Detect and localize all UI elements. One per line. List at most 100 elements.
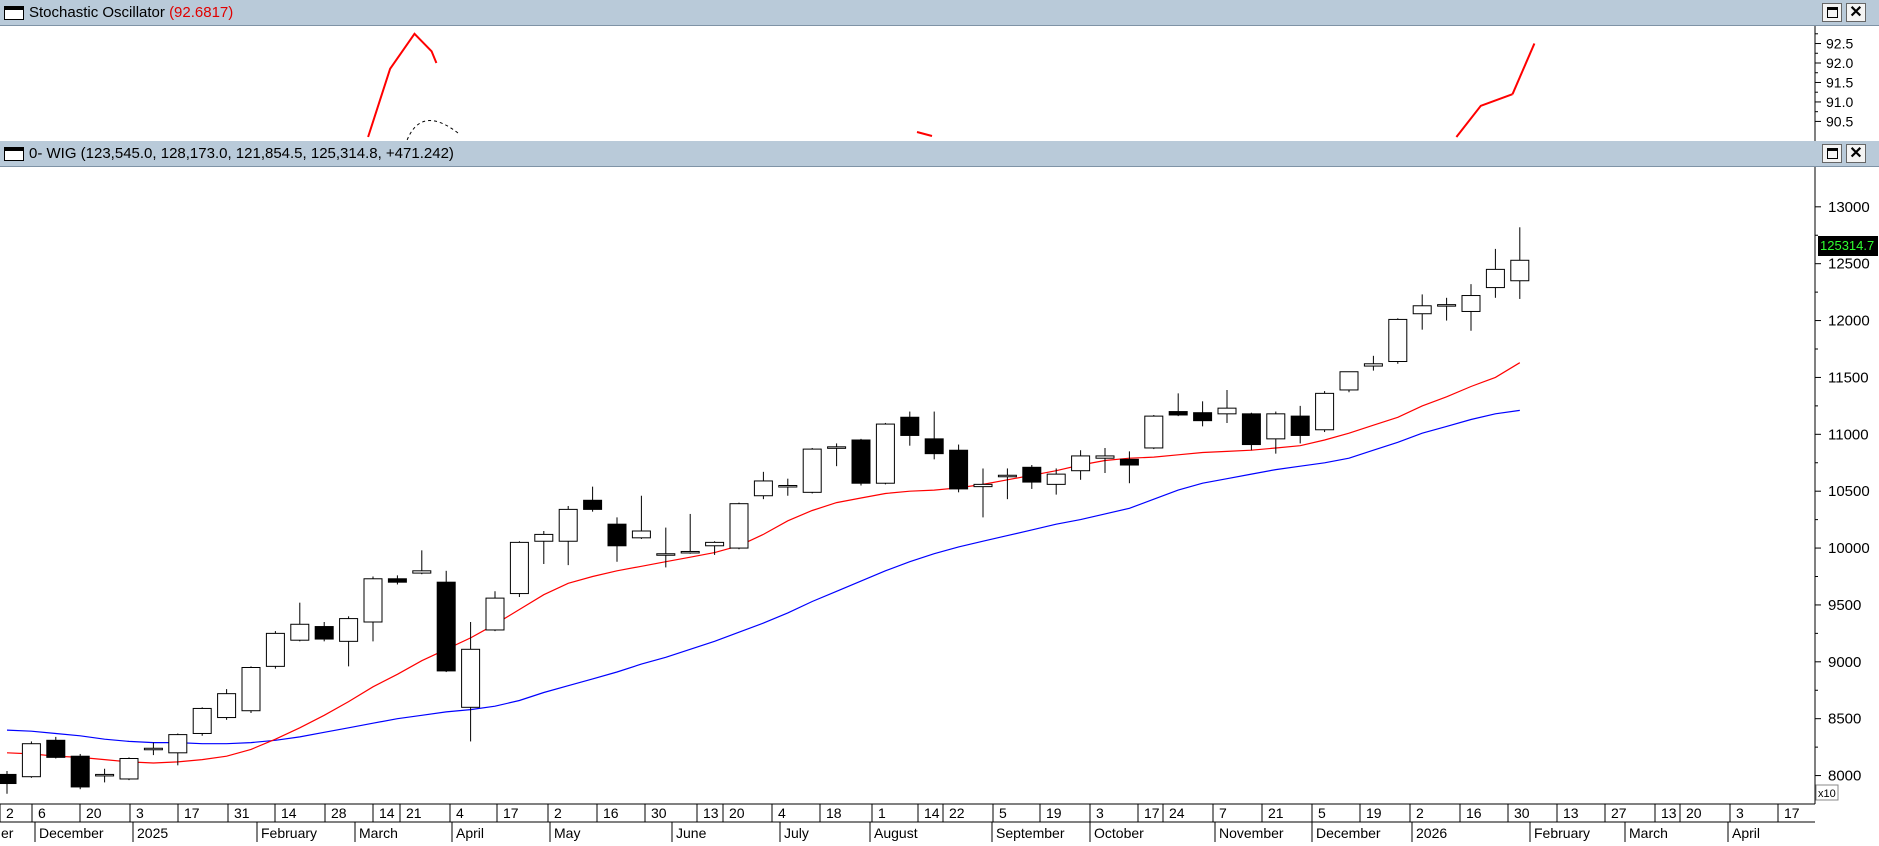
- close-icon[interactable]: ✕: [1846, 3, 1866, 22]
- candle-body: [949, 449, 969, 490]
- candle-body: [778, 485, 798, 488]
- candle-body: [802, 448, 822, 493]
- candle-body: [1290, 415, 1310, 436]
- candle: [1510, 227, 1530, 299]
- candle: [436, 570, 456, 673]
- candle: [314, 622, 334, 642]
- candle: [851, 438, 871, 486]
- candle: [509, 541, 529, 597]
- candle: [95, 768, 115, 783]
- candle: [363, 576, 383, 642]
- candle-body: [265, 632, 285, 667]
- maximize-icon[interactable]: [1822, 144, 1842, 163]
- x-day-label: 17: [1144, 805, 1160, 821]
- x-day-label: 19: [1366, 805, 1382, 821]
- price-tick-label: 10500: [1828, 483, 1870, 500]
- x-month-label: February: [1534, 825, 1590, 841]
- price-panel-title: 0- WIG (123,545.0, 128,173.0, 121,854.5,…: [29, 145, 454, 162]
- x-day-label: 2: [6, 805, 14, 821]
- price-tick-label: 11000: [1828, 426, 1869, 443]
- close-icon[interactable]: ✕: [1846, 144, 1866, 163]
- candle: [656, 527, 676, 568]
- x-day-label: 13: [1563, 805, 1579, 821]
- stochastic-tick-label: 92.0: [1826, 55, 1853, 71]
- x-day-label: 2: [554, 805, 562, 821]
- candle-body: [924, 438, 944, 455]
- x-day-label: 14: [281, 805, 297, 821]
- candle: [70, 753, 90, 790]
- candle-body: [168, 734, 188, 754]
- price-tick-label: 10000: [1828, 540, 1870, 557]
- candle: [46, 736, 66, 759]
- candle-body: [1266, 413, 1286, 440]
- candle: [119, 757, 139, 781]
- candle-body: [1339, 371, 1359, 391]
- x-day-label: 4: [778, 805, 786, 821]
- candle: [1485, 248, 1505, 298]
- stochastic-panel-titlebar[interactable]: Stochastic Oscillator (92.6817) ✕: [0, 0, 1879, 26]
- stochastic-tick-label: 91.5: [1826, 74, 1853, 90]
- candle-body: [412, 570, 432, 574]
- x-day-label: 27: [1611, 805, 1627, 821]
- price-tick-label: 9500: [1828, 597, 1861, 614]
- candle: [1388, 318, 1408, 364]
- candle: [265, 631, 285, 669]
- x-day-label: 17: [184, 805, 200, 821]
- candle: [534, 531, 554, 564]
- candle: [1119, 451, 1139, 484]
- price-panel-titlebar[interactable]: 0- WIG (123,545.0, 128,173.0, 121,854.5,…: [0, 141, 1879, 167]
- candle: [949, 444, 969, 493]
- candle: [1046, 468, 1066, 495]
- candle-body: [827, 446, 847, 449]
- stochastic-line: [367, 32, 438, 138]
- x-day-label: 17: [503, 805, 519, 821]
- candle: [1241, 412, 1261, 451]
- x-day-label: 16: [1466, 805, 1482, 821]
- x-day-label: 22: [949, 805, 965, 821]
- x-month-label: March: [1629, 825, 1668, 841]
- candle-body: [705, 541, 725, 547]
- stochastic-chart: 92.5 92.0 91.5 91.0 90.5: [367, 26, 1853, 141]
- x-month-label: September: [996, 825, 1065, 841]
- x-month-label: March: [359, 825, 398, 841]
- candle-body: [21, 743, 41, 778]
- candle: [607, 517, 627, 562]
- price-tick-label: 11500: [1828, 369, 1869, 386]
- candle: [1315, 391, 1335, 433]
- candle: [1290, 405, 1310, 444]
- candle: [290, 602, 310, 642]
- candle: [339, 616, 359, 667]
- candle: [1193, 401, 1213, 427]
- candle-body: [1046, 473, 1066, 485]
- candle-body: [314, 626, 334, 640]
- price-tick-label: 13000: [1828, 199, 1870, 216]
- x-month-label: February: [261, 825, 317, 841]
- candle-body: [1388, 318, 1408, 363]
- candle: [680, 513, 700, 554]
- moving-average-long-line: [6, 409, 1520, 745]
- candle-body: [339, 618, 359, 642]
- candle: [192, 707, 212, 736]
- candle: [705, 541, 725, 555]
- candle-body: [1363, 363, 1383, 367]
- candle: [461, 622, 481, 742]
- candle: [1437, 297, 1457, 321]
- candle-body: [875, 423, 895, 484]
- x-day-label: 19: [1046, 805, 1062, 821]
- maximize-icon[interactable]: [1822, 3, 1842, 22]
- x-month-label: May: [554, 825, 580, 841]
- candle: [924, 411, 944, 460]
- candle-body: [1510, 259, 1530, 282]
- price-chart: 13000 12500 12000 11500 11000 10500 10000 9500 9…: [0, 167, 1870, 842]
- candle-body: [1437, 304, 1457, 307]
- candle-body: [46, 739, 66, 758]
- stochastic-tick-label: 92.5: [1826, 36, 1853, 52]
- x-month-label: April: [1732, 825, 1760, 841]
- x-day-label: 4: [456, 805, 464, 821]
- candle-body: [1485, 268, 1505, 289]
- candle: [997, 468, 1017, 500]
- candle-body: [631, 530, 651, 539]
- x-day-label: 20: [1686, 805, 1702, 821]
- x-day-label: 5: [999, 805, 1007, 821]
- candle-body: [0, 773, 17, 785]
